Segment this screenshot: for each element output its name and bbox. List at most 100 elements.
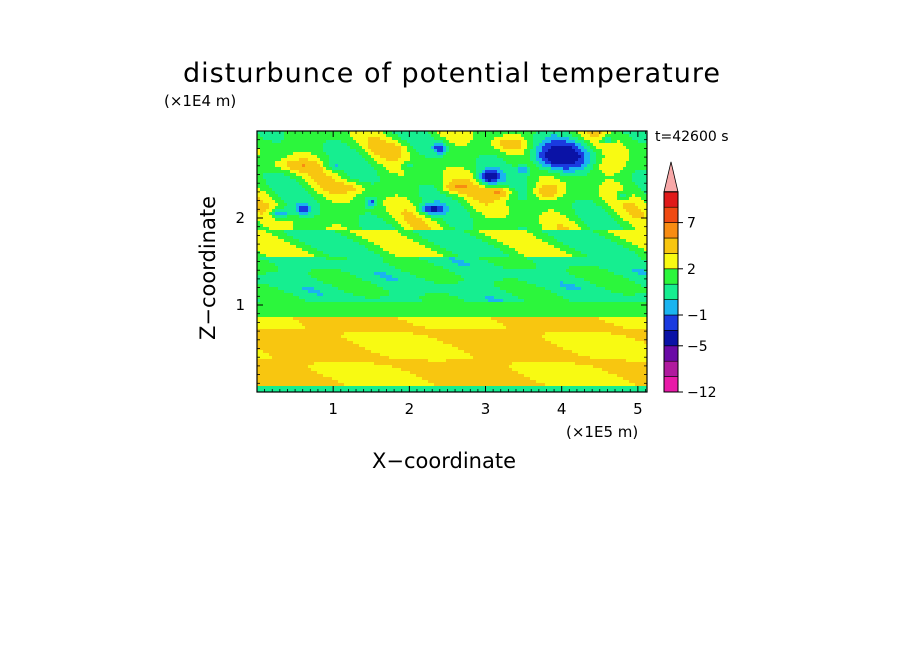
field-cell — [443, 143, 447, 147]
field-cell — [569, 266, 600, 270]
field-cell — [500, 140, 522, 144]
field-cell — [539, 155, 546, 159]
field-cell — [479, 173, 483, 177]
field-cell — [605, 137, 612, 141]
field-cell — [257, 269, 279, 273]
field-cell — [440, 200, 459, 204]
field-cell — [311, 269, 342, 273]
field-cell — [587, 131, 603, 135]
field-cell — [620, 182, 636, 186]
field-cell — [299, 215, 315, 219]
field-cell — [506, 161, 534, 165]
field-cell — [575, 212, 609, 216]
field-cell — [575, 209, 606, 213]
field-cell — [632, 176, 647, 180]
field-cell — [434, 185, 444, 189]
field-cell — [602, 368, 647, 372]
field-cell — [596, 155, 606, 159]
field-cell — [635, 203, 647, 207]
field-cell — [551, 146, 573, 150]
field-cell — [314, 215, 360, 219]
field-cell — [284, 230, 336, 234]
field-cell — [533, 146, 537, 150]
field-cell — [335, 164, 339, 168]
x-tick-label: 5 — [633, 400, 643, 418]
field-cell — [422, 236, 477, 240]
field-cell — [536, 194, 543, 198]
field-cell — [581, 155, 585, 159]
field-cell — [389, 293, 426, 297]
field-cell — [503, 170, 519, 174]
field-cell — [305, 188, 315, 192]
field-cell — [356, 233, 402, 237]
colorbar-segment — [663, 222, 679, 239]
field-cell — [575, 143, 582, 147]
field-cell — [257, 137, 264, 141]
field-cell — [434, 146, 444, 150]
field-cell — [536, 146, 543, 150]
field-cell — [260, 257, 327, 261]
field-cell — [557, 293, 624, 297]
y-tick-label: 1 — [235, 296, 245, 314]
field-cell — [311, 368, 402, 372]
field-cell — [464, 206, 474, 210]
field-cell — [257, 362, 315, 366]
field-cell — [530, 152, 537, 156]
field-cell — [557, 224, 564, 228]
field-cell — [449, 182, 474, 186]
field-cell — [473, 197, 501, 201]
field-cell — [386, 134, 399, 138]
field-cell — [446, 185, 456, 189]
field-cell — [602, 161, 627, 165]
field-cell — [617, 194, 621, 198]
field-cell — [422, 218, 432, 222]
field-cell — [419, 296, 459, 300]
field-cell — [629, 155, 647, 159]
field-cell — [617, 191, 645, 195]
field-cell — [437, 149, 444, 153]
field-cell — [401, 146, 408, 150]
field-cell — [392, 215, 405, 219]
field-cell — [596, 161, 603, 165]
field-cell — [383, 203, 414, 207]
field-cell — [437, 152, 444, 156]
colorbar-segment — [663, 191, 679, 208]
field-cell — [578, 137, 585, 141]
chart-title: disturbunce of potential temperature — [183, 58, 721, 89]
field-cell — [365, 245, 381, 249]
field-cell — [455, 257, 480, 261]
field-cell — [362, 236, 408, 240]
field-cell — [431, 218, 444, 222]
field-cell — [503, 134, 522, 138]
field-cell — [575, 362, 647, 366]
field-cell — [449, 293, 513, 297]
field-cell — [320, 209, 387, 213]
field-cell — [299, 212, 309, 216]
field-cell — [563, 167, 570, 171]
field-cell — [476, 236, 492, 240]
field-cell — [581, 134, 591, 138]
field-cell — [266, 272, 309, 276]
field-cell — [326, 227, 348, 231]
field-cell — [587, 173, 606, 177]
field-cell — [407, 209, 417, 213]
field-cell — [341, 140, 357, 144]
field-cell — [458, 281, 495, 285]
field-cell — [323, 281, 372, 285]
field-cell — [257, 281, 324, 285]
field-cell — [377, 215, 393, 219]
field-cell — [566, 251, 582, 255]
field-cell — [590, 281, 636, 285]
field-cell — [326, 140, 342, 144]
field-cell — [545, 143, 576, 147]
field-cell — [485, 167, 501, 171]
field-cell — [437, 251, 453, 255]
field-cell — [410, 143, 435, 147]
field-cell — [380, 179, 444, 183]
field-cell — [257, 233, 273, 237]
field-cell — [467, 200, 480, 204]
field-cell — [314, 287, 339, 291]
field-cell — [476, 167, 486, 171]
field-cell — [365, 188, 420, 192]
x-tick-label: 4 — [557, 400, 567, 418]
